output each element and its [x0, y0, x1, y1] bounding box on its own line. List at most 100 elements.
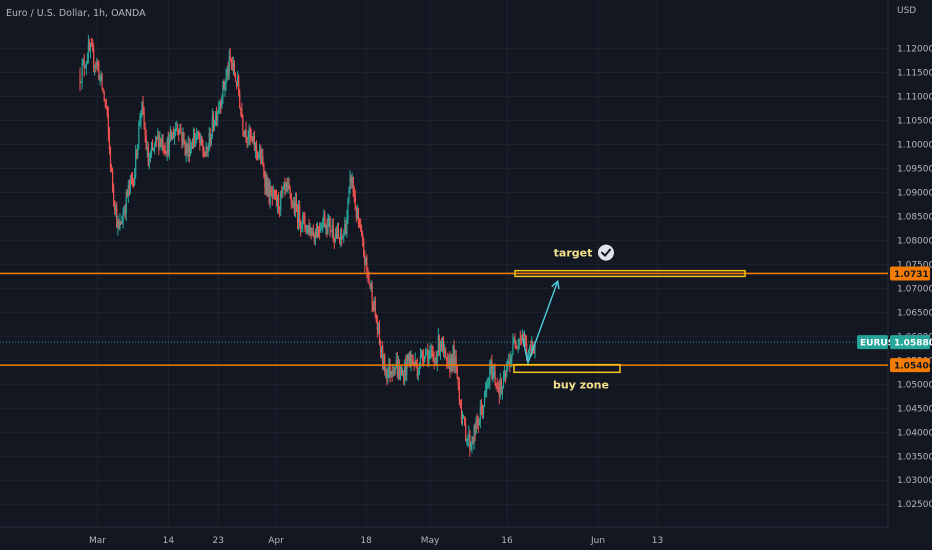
- candle-body: [367, 269, 369, 276]
- candle-body: [268, 182, 270, 204]
- candle-body: [426, 349, 428, 351]
- candle-body: [180, 128, 182, 133]
- candle-body: [515, 346, 517, 348]
- candle-body: [400, 369, 403, 375]
- candle-body: [324, 215, 326, 228]
- candle-body: [199, 138, 201, 143]
- candle-body: [300, 223, 302, 229]
- candle-body: [377, 325, 380, 331]
- candle-body: [302, 215, 304, 226]
- candle-body: [320, 228, 322, 232]
- candle-body: [274, 192, 277, 195]
- candle-body: [231, 62, 233, 68]
- candle-body: [479, 406, 481, 422]
- candles: [79, 35, 536, 457]
- candle-body: [177, 127, 179, 130]
- candle-body: [156, 137, 158, 139]
- candle-body: [442, 340, 445, 351]
- candle-body: [295, 200, 298, 210]
- candle-body: [275, 194, 278, 206]
- candle-body: [376, 322, 378, 331]
- candle-body: [477, 422, 479, 426]
- candle-body: [438, 336, 440, 353]
- candle-body: [93, 48, 95, 67]
- candle-body: [301, 225, 303, 229]
- candle-body: [193, 135, 196, 141]
- candle-body: [469, 433, 471, 450]
- candle-body: [474, 426, 476, 434]
- candle-body: [386, 369, 388, 379]
- candle-body: [363, 240, 365, 257]
- candle-body: [488, 382, 490, 384]
- candle-body: [305, 226, 307, 232]
- y-tick-label: 1.04000: [897, 428, 932, 438]
- candle-body: [161, 140, 163, 145]
- candle-body: [260, 149, 262, 163]
- x-tick-label: Jun: [590, 536, 605, 546]
- candle-body: [146, 147, 148, 150]
- candle-body: [480, 406, 483, 410]
- candle-body: [191, 146, 194, 149]
- candle-body: [152, 149, 155, 150]
- candle-body: [437, 336, 439, 354]
- candle-body: [120, 221, 122, 225]
- candle-body: [492, 372, 494, 378]
- candle-body: [256, 151, 259, 158]
- candle-body: [330, 230, 332, 232]
- candle-body: [413, 363, 415, 365]
- candle-body: [186, 145, 188, 153]
- candle-body: [455, 358, 457, 365]
- candle-body: [421, 351, 424, 357]
- candle-body: [419, 355, 422, 367]
- candle-body: [121, 222, 123, 225]
- candle-body: [213, 123, 216, 129]
- candle-body: [498, 387, 500, 396]
- candle-body: [407, 354, 409, 361]
- candle-body: [393, 371, 395, 373]
- candle-body: [165, 152, 167, 154]
- candle-body: [425, 350, 427, 357]
- candle-body: [358, 224, 361, 225]
- candle-body: [126, 191, 128, 196]
- annotations: target buy zone: [513, 244, 746, 391]
- symbol-badge-label: EURUSD: [860, 339, 902, 349]
- candle-body: [347, 199, 349, 217]
- check-mark: [601, 248, 611, 257]
- candle-body: [232, 63, 235, 68]
- candle-body: [154, 142, 156, 150]
- candle-body: [394, 365, 396, 373]
- candle-body: [409, 354, 411, 366]
- candle-body: [414, 360, 416, 365]
- candle-body: [365, 257, 367, 264]
- candle-body: [473, 426, 475, 444]
- candle-body: [248, 127, 250, 139]
- candle-body: [189, 146, 191, 157]
- candle-body: [131, 178, 134, 180]
- time-axis[interactable]: 14Mar1423Apr18May16Jun13: [0, 536, 663, 546]
- candle-body: [235, 81, 238, 87]
- candle-body: [467, 438, 469, 440]
- candle-body: [519, 338, 521, 340]
- y-tick-label: 1.10000: [897, 140, 932, 150]
- check-icon: [598, 244, 614, 261]
- candle-body: [101, 73, 103, 89]
- candle-body: [459, 400, 461, 407]
- candle-body: [113, 187, 115, 201]
- candle-body: [420, 351, 423, 356]
- candle-body: [284, 184, 286, 189]
- candle-body: [137, 144, 139, 157]
- candle-body: [427, 349, 429, 364]
- candle-body: [391, 371, 393, 375]
- price-axis[interactable]: 1.02500 1.03000 1.03500 1.04000 1.04500 1.050…: [857, 45, 932, 511]
- candle-body: [398, 364, 401, 378]
- candle-body: [471, 443, 473, 446]
- candle-body: [528, 349, 530, 358]
- candle-body: [510, 358, 512, 367]
- candle-body: [203, 151, 205, 155]
- candle-body: [378, 325, 381, 342]
- y-tick-label: 1.04500: [897, 404, 932, 414]
- candle-body: [496, 386, 498, 387]
- candle-body: [108, 132, 111, 149]
- candle-body: [96, 62, 98, 67]
